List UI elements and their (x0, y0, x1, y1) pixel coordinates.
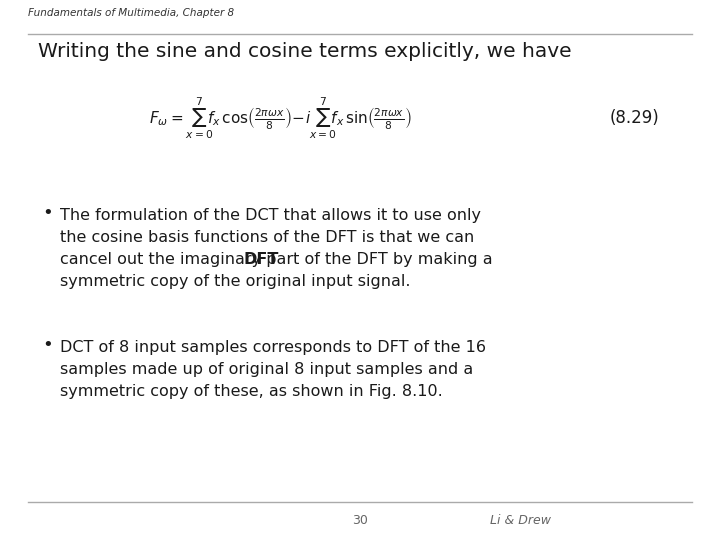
Text: symmetric copy of these, as shown in Fig. 8.10.: symmetric copy of these, as shown in Fig… (60, 384, 443, 399)
Text: The formulation of the DCT that allows it to use only: The formulation of the DCT that allows i… (60, 208, 481, 223)
Text: •: • (42, 336, 53, 354)
Text: $F_\omega = \sum_{x=0}^{7}\!\! f_x\,\cos\!\left(\frac{2\pi\omega x}{8}\right)\!-: $F_\omega = \sum_{x=0}^{7}\!\! f_x\,\cos… (148, 95, 411, 141)
Text: Li & Drew: Li & Drew (490, 514, 551, 526)
Text: 30: 30 (352, 514, 368, 526)
Text: the cosine basis functions of the DFT is that we can: the cosine basis functions of the DFT is… (60, 230, 474, 245)
Text: symmetric copy of the original input signal.: symmetric copy of the original input sig… (60, 274, 410, 289)
Text: DCT of 8 input samples corresponds to DFT of the 16: DCT of 8 input samples corresponds to DF… (60, 340, 486, 355)
Text: cancel out the imaginary part of the DFT by making a: cancel out the imaginary part of the DFT… (60, 252, 492, 267)
Text: samples made up of original 8 input samples and a: samples made up of original 8 input samp… (60, 362, 473, 377)
Text: (8.29): (8.29) (610, 109, 660, 127)
Text: •: • (42, 204, 53, 222)
Text: DFT: DFT (244, 252, 279, 267)
Text: Fundamentals of Multimedia, Chapter 8: Fundamentals of Multimedia, Chapter 8 (28, 8, 234, 18)
Text: Writing the sine and cosine terms explicitly, we have: Writing the sine and cosine terms explic… (38, 42, 572, 61)
